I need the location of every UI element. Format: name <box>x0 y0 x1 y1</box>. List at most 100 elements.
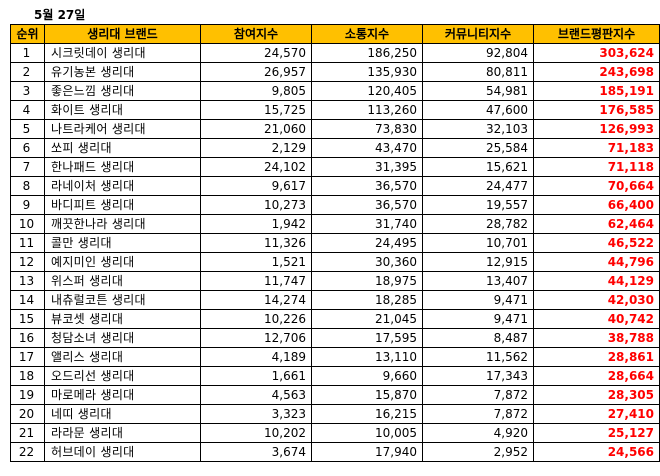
participation-cell: 15,725 <box>200 100 312 120</box>
brand-reputation-cell: 62,464 <box>533 214 660 234</box>
participation-cell: 24,102 <box>200 157 312 177</box>
community-cell: 10,701 <box>422 233 534 253</box>
communication-cell: 17,595 <box>311 328 423 348</box>
table-row: 5 나트라케어 생리대 21,060 73,830 32,103 126,993 <box>10 119 660 139</box>
participation-cell: 26,957 <box>200 62 312 82</box>
community-cell: 80,811 <box>422 62 534 82</box>
brand-cell: 좋은느낌 생리대 <box>44 81 201 101</box>
brand-reputation-cell: 27,410 <box>533 404 660 424</box>
rank-cell: 16 <box>10 328 45 348</box>
brand-reputation-cell: 38,788 <box>533 328 660 348</box>
brand-reputation-cell: 66,400 <box>533 195 660 215</box>
brand-reputation-cell: 42,030 <box>533 290 660 310</box>
brand-reputation-cell: 176,585 <box>533 100 660 120</box>
rank-cell: 1 <box>10 43 45 63</box>
brand-reputation-cell: 25,127 <box>533 423 660 443</box>
header-row: 순위 생리대 브랜드 참여지수 소통지수 커뮤니티지수 브랜드평판지수 <box>10 24 660 44</box>
brand-cell: 위스퍼 생리대 <box>44 271 201 291</box>
brand-cell: 뷰코셋 생리대 <box>44 309 201 329</box>
participation-cell: 1,661 <box>200 366 312 386</box>
brand-cell: 오드리선 생리대 <box>44 366 201 386</box>
table-row: 18 오드리선 생리대 1,661 9,660 17,343 28,664 <box>10 366 660 386</box>
table-row: 21 라라문 생리대 10,202 10,005 4,920 25,127 <box>10 423 660 443</box>
rank-cell: 12 <box>10 252 45 272</box>
communication-cell: 21,045 <box>311 309 423 329</box>
rank-cell: 14 <box>10 290 45 310</box>
communication-cell: 31,740 <box>311 214 423 234</box>
community-cell: 54,981 <box>422 81 534 101</box>
communication-cell: 17,940 <box>311 442 423 462</box>
participation-cell: 14,274 <box>200 290 312 310</box>
brand-cell: 청담소녀 생리대 <box>44 328 201 348</box>
community-cell: 9,471 <box>422 290 534 310</box>
brand-cell: 화이트 생리대 <box>44 100 201 120</box>
rank-cell: 20 <box>10 404 45 424</box>
communication-cell: 73,830 <box>311 119 423 139</box>
participation-cell: 24,570 <box>200 43 312 63</box>
participation-cell: 3,323 <box>200 404 312 424</box>
brand-cell: 시크릿데이 생리대 <box>44 43 201 63</box>
brand-cell: 유기농본 생리대 <box>44 62 201 82</box>
brand-reputation-cell: 243,698 <box>533 62 660 82</box>
community-cell: 13,407 <box>422 271 534 291</box>
community-cell: 2,952 <box>422 442 534 462</box>
brand-cell: 내츄럴코튼 생리대 <box>44 290 201 310</box>
header-community: 커뮤니티지수 <box>422 24 534 44</box>
communication-cell: 16,215 <box>311 404 423 424</box>
table-row: 22 허브데이 생리대 3,674 17,940 2,952 24,566 <box>10 442 660 462</box>
rank-cell: 9 <box>10 195 45 215</box>
communication-cell: 36,570 <box>311 195 423 215</box>
communication-cell: 113,260 <box>311 100 423 120</box>
community-cell: 32,103 <box>422 119 534 139</box>
communication-cell: 18,285 <box>311 290 423 310</box>
participation-cell: 9,617 <box>200 176 312 196</box>
brand-reputation-cell: 70,664 <box>533 176 660 196</box>
brand-reputation-cell: 28,305 <box>533 385 660 405</box>
header-rank: 순위 <box>10 24 45 44</box>
header-brand-reputation: 브랜드평판지수 <box>533 24 660 44</box>
participation-cell: 3,674 <box>200 442 312 462</box>
communication-cell: 9,660 <box>311 366 423 386</box>
community-cell: 92,804 <box>422 43 534 63</box>
community-cell: 11,562 <box>422 347 534 367</box>
brand-reputation-cell: 28,861 <box>533 347 660 367</box>
table-row: 10 깨끗한나라 생리대 1,942 31,740 28,782 62,464 <box>10 214 660 234</box>
brand-cell: 예지미인 생리대 <box>44 252 201 272</box>
rank-cell: 11 <box>10 233 45 253</box>
participation-cell: 10,202 <box>200 423 312 443</box>
communication-cell: 186,250 <box>311 43 423 63</box>
rank-cell: 21 <box>10 423 45 443</box>
brand-cell: 마로메라 생리대 <box>44 385 201 405</box>
brand-reputation-cell: 303,624 <box>533 43 660 63</box>
participation-cell: 10,273 <box>200 195 312 215</box>
table-row: 8 라네이처 생리대 9,617 36,570 24,477 70,664 <box>10 176 660 196</box>
communication-cell: 30,360 <box>311 252 423 272</box>
community-cell: 7,872 <box>422 404 534 424</box>
brand-reputation-table: 순위 생리대 브랜드 참여지수 소통지수 커뮤니티지수 브랜드평판지수 1 시크릿… <box>10 24 660 462</box>
participation-cell: 2,129 <box>200 138 312 158</box>
communication-cell: 24,495 <box>311 233 423 253</box>
communication-cell: 36,570 <box>311 176 423 196</box>
table-row: 3 좋은느낌 생리대 9,805 120,405 54,981 185,191 <box>10 81 660 101</box>
participation-cell: 1,942 <box>200 214 312 234</box>
community-cell: 7,872 <box>422 385 534 405</box>
communication-cell: 43,470 <box>311 138 423 158</box>
community-cell: 25,584 <box>422 138 534 158</box>
rank-cell: 2 <box>10 62 45 82</box>
table-row: 20 네띠 생리대 3,323 16,215 7,872 27,410 <box>10 404 660 424</box>
brand-reputation-cell: 44,129 <box>533 271 660 291</box>
community-cell: 24,477 <box>422 176 534 196</box>
brand-cell: 한나패드 생리대 <box>44 157 201 177</box>
brand-cell: 콜만 생리대 <box>44 233 201 253</box>
rank-cell: 17 <box>10 347 45 367</box>
communication-cell: 18,975 <box>311 271 423 291</box>
date-label: 5월 27일 <box>34 8 86 22</box>
brand-cell: 나트라케어 생리대 <box>44 119 201 139</box>
rank-cell: 7 <box>10 157 45 177</box>
brand-cell: 네띠 생리대 <box>44 404 201 424</box>
communication-cell: 120,405 <box>311 81 423 101</box>
table-row: 11 콜만 생리대 11,326 24,495 10,701 46,522 <box>10 233 660 253</box>
communication-cell: 13,110 <box>311 347 423 367</box>
table-row: 16 청담소녀 생리대 12,706 17,595 8,487 38,788 <box>10 328 660 348</box>
table-row: 9 바디피트 생리대 10,273 36,570 19,557 66,400 <box>10 195 660 215</box>
